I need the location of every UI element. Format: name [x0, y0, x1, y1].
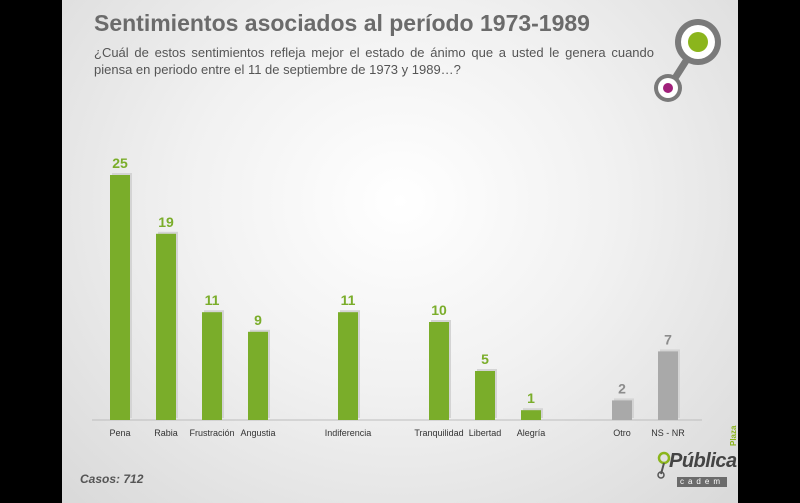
brand-publica: Pública — [669, 450, 737, 472]
data-label: 19 — [158, 214, 174, 230]
category-label: Indiferencia — [325, 428, 372, 438]
bar-libertad — [475, 371, 495, 420]
cases-count: Casos: 712 — [80, 472, 144, 486]
category-label: Angustia — [240, 428, 275, 438]
brand-plaza: Plaza — [729, 425, 738, 446]
bar-alegr-a — [521, 410, 541, 420]
category-label: Frustración — [189, 428, 234, 438]
data-label: 1 — [527, 390, 535, 406]
data-label: 25 — [112, 155, 128, 171]
bar-ns-nr — [658, 351, 678, 420]
chart-title: Sentimientos asociados al período 1973-1… — [94, 10, 590, 36]
brand-dot-icon — [657, 451, 671, 479]
category-label: Pena — [109, 428, 130, 438]
bar-tranquilidad — [429, 322, 449, 420]
category-label: Tranquilidad — [414, 428, 463, 438]
data-label: 11 — [341, 292, 356, 308]
bar-chart: 25Pena19Rabia11Frustración9Angustia11Ind… — [92, 155, 702, 438]
category-label: Libertad — [469, 428, 502, 438]
bar-rabia — [156, 233, 176, 420]
bar-frustraci-n — [202, 312, 222, 420]
category-label: Otro — [613, 428, 631, 438]
category-label: NS - NR — [651, 428, 685, 438]
category-label: Rabia — [154, 428, 178, 438]
data-label: 5 — [481, 351, 489, 367]
data-label: 7 — [664, 331, 672, 347]
data-label: 10 — [431, 302, 447, 318]
data-label: 9 — [254, 312, 262, 328]
brand-cadem: cadem — [677, 477, 727, 487]
bar-pena — [110, 175, 130, 420]
category-label: Alegría — [517, 428, 546, 438]
data-label: 11 — [205, 292, 220, 308]
bar-indiferencia — [338, 312, 358, 420]
bar-angustia — [248, 331, 268, 420]
slide: Sentimientos asociados al período 1973-1… — [62, 0, 738, 503]
plaza-publica-logo-icon — [654, 19, 721, 102]
brand-logo: Pública Plaza cadem — [657, 426, 738, 492]
chart-subtitle: ¿Cuál de estos sentimientos refleja mejo… — [94, 45, 654, 77]
bar-otro — [612, 400, 632, 420]
data-label: 2 — [618, 380, 626, 396]
